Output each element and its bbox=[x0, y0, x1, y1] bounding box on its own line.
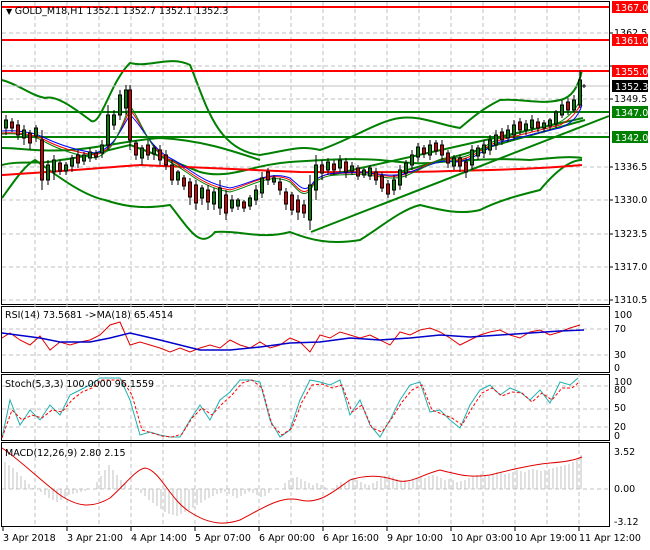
macd-y-axis: 3.52 0.00 -3.12 bbox=[614, 447, 639, 528]
time-x-axis: 3 Apr 2018 3 Apr 21:00 4 Apr 14:00 5 Apr… bbox=[2, 527, 641, 544]
horizontal-grid bbox=[2, 32, 609, 490]
svg-text:1362.5: 1362.5 bbox=[614, 28, 647, 39]
svg-text:3 Apr 2018: 3 Apr 2018 bbox=[3, 533, 56, 544]
price-y-axis: 1362.5 1349.5 1336.5 1330.0 1323.5 1317.… bbox=[610, 28, 647, 306]
collapse-triangle-icon[interactable]: ▼ bbox=[6, 7, 15, 16]
svg-text:1367.0: 1367.0 bbox=[615, 3, 648, 14]
svg-text:1342.0: 1342.0 bbox=[615, 133, 648, 144]
svg-text:30: 30 bbox=[614, 350, 626, 361]
svg-text:1347.0: 1347.0 bbox=[615, 108, 648, 119]
svg-text:11 Apr 12:00: 11 Apr 12:00 bbox=[579, 533, 641, 544]
svg-text:10 Apr 19:00: 10 Apr 19:00 bbox=[515, 533, 577, 544]
svg-text:50: 50 bbox=[614, 403, 626, 414]
svg-text:5 Apr 07:00: 5 Apr 07:00 bbox=[195, 533, 251, 544]
svg-text:1310.5: 1310.5 bbox=[614, 295, 647, 306]
svg-text:80: 80 bbox=[614, 385, 626, 396]
svg-text:1352.3: 1352.3 bbox=[615, 82, 648, 93]
svg-text:1323.5: 1323.5 bbox=[614, 229, 647, 240]
svg-text:20: 20 bbox=[614, 422, 626, 433]
rsi-ma-line bbox=[1, 329, 585, 351]
svg-text:0.00: 0.00 bbox=[614, 484, 635, 495]
svg-text:-3.12: -3.12 bbox=[614, 517, 639, 528]
symbol-ohlc-text: GOLD_M18,H1 1352.1 1352.7 1352.1 1352.3 bbox=[15, 6, 229, 17]
svg-text:1349.5: 1349.5 bbox=[614, 94, 647, 105]
symbol-header: ▼ GOLD_M18,H1 1352.1 1352.7 1352.1 1352.… bbox=[6, 6, 228, 17]
price-level-tags: 1367.0 1361.0 1355.0 1352.3 1347.0 1342.… bbox=[612, 1, 648, 144]
long-moving-average bbox=[1, 163, 583, 176]
trendline-main[interactable] bbox=[310, 115, 610, 233]
rsi-y-axis: 100 70 30 0 bbox=[614, 310, 632, 374]
svg-text:3 Apr 21:00: 3 Apr 21:00 bbox=[67, 533, 123, 544]
svg-text:1361.0: 1361.0 bbox=[615, 36, 648, 47]
tag-1347 bbox=[612, 106, 648, 118]
tag-1361 bbox=[612, 34, 648, 46]
svg-text:1355.0: 1355.0 bbox=[615, 67, 648, 78]
svg-text:9 Apr 10:00: 9 Apr 10:00 bbox=[387, 533, 443, 544]
svg-text:1336.5: 1336.5 bbox=[614, 162, 647, 173]
vertical-grid bbox=[34, 2, 580, 526]
macd-title: MACD(12,26,9) 2.80 2.15 bbox=[5, 448, 126, 459]
tag-1342 bbox=[612, 131, 648, 143]
svg-text:10 Apr 03:00: 10 Apr 03:00 bbox=[451, 533, 513, 544]
svg-text:6 Apr 16:00: 6 Apr 16:00 bbox=[323, 533, 379, 544]
svg-text:6 Apr 00:00: 6 Apr 00:00 bbox=[259, 533, 315, 544]
svg-text:100: 100 bbox=[614, 310, 632, 321]
svg-text:100: 100 bbox=[614, 377, 632, 388]
svg-text:1330.0: 1330.0 bbox=[614, 195, 647, 206]
stoch-title: Stoch(5,3,3) 100.0000 96.1559 bbox=[5, 379, 154, 390]
rsi-title: RSI(14) 73.5681 ->MA(18) 65.4514 bbox=[5, 310, 173, 321]
svg-text:3.52: 3.52 bbox=[614, 447, 635, 458]
macd-signal-line bbox=[1, 447, 583, 524]
rsi-line bbox=[1, 321, 581, 353]
candles bbox=[4, 70, 586, 230]
tag-1355 bbox=[612, 65, 648, 77]
tag-current-price bbox=[612, 80, 648, 92]
stoch-y-axis: 100 80 50 20 0 bbox=[614, 377, 632, 442]
tag-1367 bbox=[612, 1, 648, 13]
svg-text:1317.0: 1317.0 bbox=[614, 262, 647, 273]
macd-histogram bbox=[4, 455, 582, 516]
stoch-signal-line bbox=[1, 379, 579, 439]
svg-text:0: 0 bbox=[614, 363, 620, 374]
svg-text:0: 0 bbox=[614, 431, 620, 442]
svg-text:70: 70 bbox=[614, 324, 626, 335]
svg-text:4 Apr 14:00: 4 Apr 14:00 bbox=[131, 533, 187, 544]
